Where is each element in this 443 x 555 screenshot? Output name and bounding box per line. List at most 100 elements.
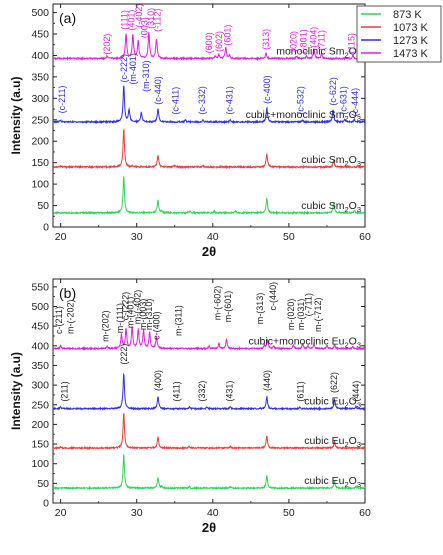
y-tick-label: 400 xyxy=(31,50,49,62)
peak-annotation: (c-622) xyxy=(328,77,338,106)
legend-label-1473: 1473 K xyxy=(393,48,429,60)
peak-annotation: c-(211) xyxy=(54,306,64,334)
peak-annotation: (c-532) xyxy=(295,86,305,115)
peak-annotation: (600) xyxy=(204,32,214,53)
y-tick-label: 350 xyxy=(31,360,49,372)
peak-annotation: (m-401) xyxy=(128,53,138,85)
peak-annotation: m-(-712) xyxy=(313,298,323,333)
peak-annotation: (431) xyxy=(225,381,235,402)
peak-annotation: (115) xyxy=(346,33,356,53)
peak-annotation: (313) xyxy=(261,29,271,50)
plot-frame xyxy=(52,278,366,504)
y-tick-label: 500 xyxy=(31,301,49,313)
y-tick-label: 150 xyxy=(31,157,49,169)
peak-annotation: (c-400) xyxy=(262,75,272,104)
series-line xyxy=(53,85,365,125)
x-tick-label: 40 xyxy=(207,507,219,519)
series-label: cubic+monoclinic Sm2O3 xyxy=(246,109,361,123)
peak-annotation: m-(-402) xyxy=(132,290,142,325)
x-tick-label: 30 xyxy=(131,231,143,243)
peak-annotation: (601) xyxy=(222,25,232,46)
y-tick-label: 400 xyxy=(31,340,49,352)
peak-annotation: m-(313) xyxy=(255,293,265,325)
y-tick-label: 250 xyxy=(31,114,49,126)
x-tick-label: 40 xyxy=(207,231,219,243)
peak-annotation: (404) xyxy=(308,27,318,48)
y-tick-label: 450 xyxy=(31,29,49,41)
y-tick-label: 0 xyxy=(43,222,49,234)
panel-a: 0 50 100 150 200 250 300 350 400 450 500 20 30 40 50 60… xyxy=(9,3,371,259)
y-tick-label: 0 xyxy=(43,498,49,510)
legend-label-873: 873 K xyxy=(393,9,422,21)
peak-annotation: (c-631) xyxy=(339,86,349,115)
series-line xyxy=(53,372,365,412)
peak-annotation: (-801) xyxy=(298,29,308,53)
y-tick-label: 50 xyxy=(37,200,49,212)
peak-annotation: m-(401) xyxy=(126,297,136,329)
legend: 873 K 1073 K 1273 K 1473 K xyxy=(356,5,442,63)
y-tick-label: 500 xyxy=(31,7,49,19)
y-tick-label: 50 xyxy=(37,478,49,490)
peak-annotation: (c-444) xyxy=(350,88,360,117)
panel-label: (a) xyxy=(59,10,76,26)
peak-annotation: (611) xyxy=(295,381,305,401)
y-tick-label: 150 xyxy=(31,439,49,451)
x-tick-label: 20 xyxy=(55,507,67,519)
peak-annotation: (c-332) xyxy=(197,86,207,115)
peak-annotation: (-402) xyxy=(134,4,144,28)
peak-annotation: m-(-602) xyxy=(212,286,222,321)
series-label: cubic Eu2O3 xyxy=(304,396,361,410)
peak-annotation: (602) xyxy=(214,31,224,52)
x-axis-label: 2θ xyxy=(202,244,216,259)
y-axis-label: Intensity (a.u) xyxy=(9,352,23,430)
peak-annotation: (202) xyxy=(102,34,112,55)
peak-annotation: (401) xyxy=(126,10,136,31)
x-tick-label: 60 xyxy=(359,231,371,243)
peak-annotation: (c-431) xyxy=(225,86,235,115)
peak-annotation: (211) xyxy=(59,381,69,401)
peak-annotation: (222) xyxy=(119,344,129,365)
y-tick-label: 350 xyxy=(31,71,49,83)
y-tick-label: 200 xyxy=(31,136,49,148)
x-tick-label: 30 xyxy=(131,507,143,519)
series-label: cubic Sm2O3 xyxy=(301,154,361,168)
x-axis-label: 2θ xyxy=(202,520,216,535)
y-tick-label: 450 xyxy=(31,321,49,333)
peak-annotation: (020) xyxy=(288,31,298,52)
peak-annotation: (411) xyxy=(171,381,181,401)
x-tick-label: 50 xyxy=(283,231,295,243)
peak-annotation: (c-211) xyxy=(57,86,67,114)
peak-annotation: c-(400) xyxy=(151,311,161,340)
x-tick-label: 60 xyxy=(359,507,371,519)
peak-annotation: m-(111) xyxy=(115,303,125,333)
peak-annotation: (-112) xyxy=(152,9,162,32)
peak-annotation: (111) xyxy=(120,10,130,30)
plot-frame xyxy=(52,3,366,228)
y-axis-label: Intensity (a.u) xyxy=(9,76,23,154)
x-tick-label: 50 xyxy=(283,507,295,519)
peak-annotation: (332) xyxy=(197,381,207,402)
peak-annotation: (c-411) xyxy=(171,87,181,115)
peak-annotation: m-(003) xyxy=(138,299,148,331)
peak-annotation: (440) xyxy=(262,370,272,391)
peak-annotation: (310) xyxy=(146,8,156,29)
peak-annotation: m-(601) xyxy=(223,291,233,323)
series-label: cubic+monoclinic Eu2O3 xyxy=(248,336,361,350)
peak-annotation: m-(031) xyxy=(296,299,306,331)
peak-annotation: m-(310) xyxy=(144,299,154,331)
legend-label-1273: 1273 K xyxy=(393,35,429,47)
peak-annotation: (622) xyxy=(329,372,339,393)
series-line xyxy=(53,413,365,451)
series-label: cubic Sm2O3 xyxy=(301,200,361,214)
legend-label-1073: 1073 K xyxy=(393,22,429,34)
peak-annotation: (c-440) xyxy=(153,76,163,105)
y-tick-label: 300 xyxy=(31,380,49,392)
series-line xyxy=(53,31,365,61)
peak-annotation: (003) xyxy=(139,17,149,38)
peak-annotation: (711) xyxy=(317,30,327,50)
series-label: cubic Eu2O3 xyxy=(304,475,361,489)
y-tick-label: 100 xyxy=(31,458,49,470)
peak-annotation: (400) xyxy=(153,370,163,391)
peak-annotation: (m-310) xyxy=(141,60,151,92)
